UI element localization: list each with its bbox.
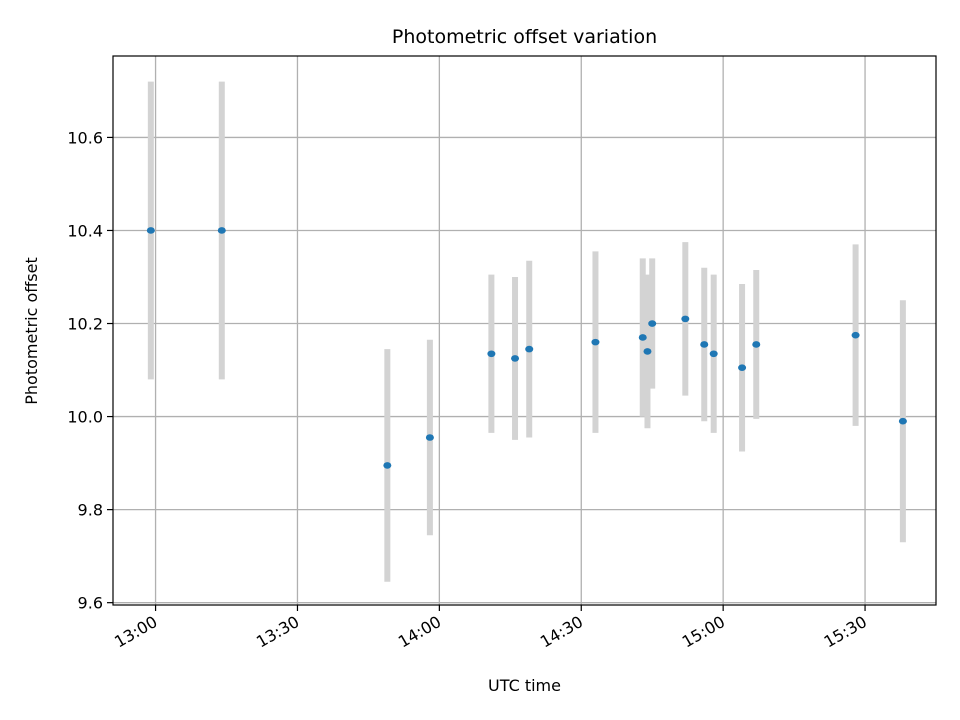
data-point <box>851 331 860 339</box>
data-point <box>525 345 534 353</box>
y-tick-label: 10.0 <box>67 408 103 427</box>
data-point <box>738 364 747 372</box>
y-axis-ticks: 9.6 9.8 10.0 10.2 10.4 10.6 <box>67 128 113 613</box>
plot-frame <box>112 55 937 606</box>
data-point <box>146 227 155 234</box>
y-axis-label: Photometric offset <box>22 257 41 405</box>
data-point <box>700 341 709 348</box>
chart-title: Photometric offset variation <box>392 26 657 48</box>
data-point <box>425 434 434 441</box>
data-point <box>591 338 600 346</box>
data-point <box>383 462 392 469</box>
data-points <box>146 227 907 469</box>
data-point <box>638 334 647 341</box>
data-point <box>648 320 657 327</box>
data-point <box>643 348 652 355</box>
y-tick-label: 10.4 <box>67 221 103 240</box>
data-point <box>752 341 761 348</box>
data-point <box>709 350 718 358</box>
data-point <box>681 315 690 323</box>
data-point <box>898 417 907 425</box>
y-tick-label: 9.8 <box>78 501 103 520</box>
data-point <box>487 350 496 358</box>
x-axis-label: UTC time <box>488 676 561 695</box>
y-tick-label: 10.6 <box>67 128 103 147</box>
data-point <box>511 355 520 362</box>
y-tick-label: 9.6 <box>78 594 103 613</box>
grid <box>113 56 936 605</box>
y-tick-label: 10.2 <box>67 315 103 334</box>
data-point <box>217 227 226 234</box>
